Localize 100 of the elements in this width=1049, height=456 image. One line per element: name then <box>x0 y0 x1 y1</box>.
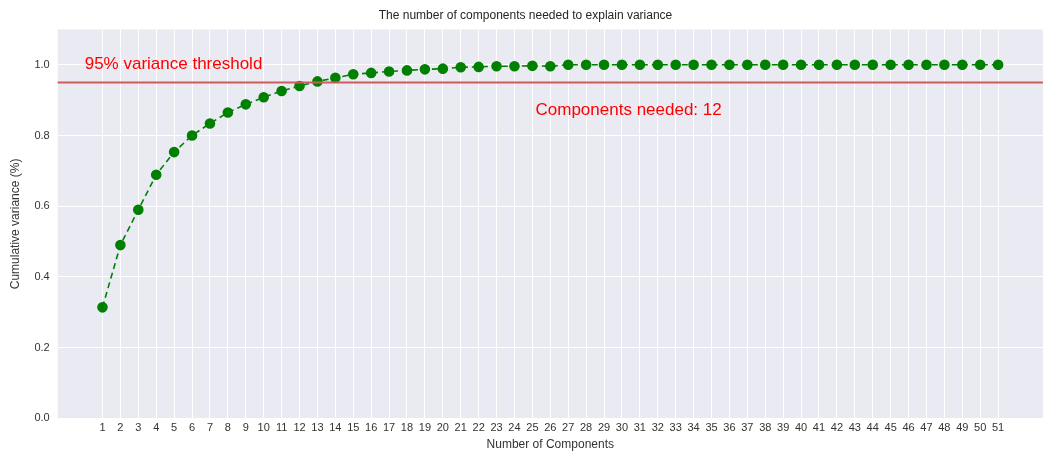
x-tick-label: 29 <box>597 421 611 434</box>
point <box>545 60 556 72</box>
point <box>831 59 843 71</box>
x-tick-label: 6 <box>188 421 196 434</box>
x-tick-label: 13 <box>311 421 324 434</box>
y-tick-label: 1.0 <box>34 57 50 70</box>
y-tick-label: 0.8 <box>34 128 50 141</box>
x-tick-label: 17 <box>382 421 396 434</box>
x-tick-label: 21 <box>454 421 467 434</box>
x-tick-label: 42 <box>830 421 844 434</box>
x-tick-label: 51 <box>991 421 1005 434</box>
x-tick-label: 41 <box>812 421 826 434</box>
x-tick-label: 37 <box>741 421 754 434</box>
x-tick-label: 7 <box>206 421 214 434</box>
x-tick-label: 38 <box>759 421 772 434</box>
point <box>365 67 377 79</box>
y-tick-label: 0.2 <box>34 340 50 353</box>
point <box>491 60 502 72</box>
point <box>795 59 807 71</box>
point <box>168 146 180 158</box>
x-tick-label: 25 <box>526 421 539 434</box>
x-axis-title: Number of Components <box>486 437 614 452</box>
point <box>939 59 950 71</box>
chart-title: The number of components needed to explain variance <box>378 7 673 22</box>
point <box>974 59 986 71</box>
point <box>634 59 646 71</box>
x-tick-label: 27 <box>562 421 575 434</box>
x-tick-label: 35 <box>705 421 718 434</box>
x-tick-label: 14 <box>329 421 342 434</box>
x-tick-label: 46 <box>902 421 915 434</box>
point <box>777 59 789 71</box>
point <box>956 59 968 71</box>
point <box>562 59 574 71</box>
point <box>527 60 538 72</box>
point <box>473 61 484 73</box>
x-tick-label: 16 <box>365 421 378 434</box>
point <box>652 59 664 71</box>
x-tick-label: 18 <box>400 421 414 434</box>
point <box>688 59 699 71</box>
x-tick-label: 26 <box>544 421 557 434</box>
y-tick-label: 0.6 <box>34 199 50 212</box>
point <box>240 99 252 110</box>
x-tick-label: 40 <box>794 421 808 434</box>
point <box>150 169 162 181</box>
point <box>115 239 126 251</box>
x-tick-label: 1 <box>99 421 106 434</box>
point <box>276 85 287 97</box>
point <box>992 59 1004 71</box>
x-tick-label: 30 <box>615 421 629 434</box>
x-tick-label: 33 <box>669 421 682 434</box>
y-tick-label: 0.4 <box>34 269 50 282</box>
point <box>133 204 144 216</box>
point <box>401 65 413 76</box>
x-tick-label: 15 <box>347 421 360 434</box>
annotation: Components needed: 12 <box>535 99 722 119</box>
x-tick-label: 8 <box>224 421 231 434</box>
point <box>867 59 879 71</box>
x-tick-label: 47 <box>920 421 933 434</box>
x-tick-label: 43 <box>848 421 861 434</box>
x-tick-label: 50 <box>974 421 987 434</box>
point <box>706 59 717 71</box>
point <box>759 59 771 71</box>
x-tick-label: 24 <box>508 421 521 434</box>
point <box>813 59 825 71</box>
x-tick-label: 9 <box>242 421 249 434</box>
point <box>742 59 753 71</box>
point <box>921 59 932 71</box>
ref-line-label: 95% variance threshold <box>84 53 263 73</box>
x-tick-label: 39 <box>777 421 790 434</box>
x-tick-label: 44 <box>866 421 879 434</box>
point <box>580 59 592 71</box>
point <box>455 61 467 73</box>
y-tick-label: 0.0 <box>34 411 50 424</box>
point <box>616 59 628 71</box>
point <box>347 69 359 80</box>
point <box>598 59 610 71</box>
x-tick-label: 20 <box>436 421 449 434</box>
x-tick-label: 48 <box>938 421 951 434</box>
point <box>186 130 198 141</box>
x-tick-label: 11 <box>275 421 288 434</box>
x-tick-label: 19 <box>418 421 432 434</box>
x-tick-label: 34 <box>687 421 700 434</box>
point <box>670 59 681 71</box>
point <box>849 59 861 71</box>
x-tick-label: 31 <box>633 421 646 434</box>
x-tick-label: 3 <box>135 421 142 434</box>
x-tick-label: 2 <box>117 421 124 434</box>
x-tick-label: 4 <box>153 421 160 434</box>
x-tick-label: 32 <box>651 421 664 434</box>
y-axis-title: Cumulative variance (%) <box>7 158 22 290</box>
point <box>258 92 269 103</box>
point <box>437 63 449 74</box>
x-tick-label: 45 <box>884 421 897 434</box>
point <box>383 66 395 77</box>
x-tick-label: 5 <box>171 421 178 434</box>
point <box>724 59 735 71</box>
point <box>903 59 914 71</box>
x-tick-label: 36 <box>723 421 736 434</box>
point <box>509 60 520 72</box>
point <box>885 59 896 71</box>
